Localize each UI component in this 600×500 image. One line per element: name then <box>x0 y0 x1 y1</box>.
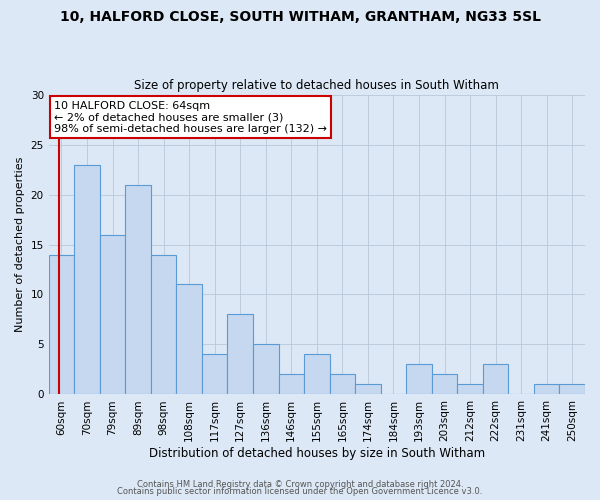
Bar <box>534 384 559 394</box>
Bar <box>202 354 227 395</box>
Title: Size of property relative to detached houses in South Witham: Size of property relative to detached ho… <box>134 79 499 92</box>
Bar <box>559 384 585 394</box>
Text: 10, HALFORD CLOSE, SOUTH WITHAM, GRANTHAM, NG33 5SL: 10, HALFORD CLOSE, SOUTH WITHAM, GRANTHA… <box>59 10 541 24</box>
Text: Contains HM Land Registry data © Crown copyright and database right 2024.: Contains HM Land Registry data © Crown c… <box>137 480 463 489</box>
Bar <box>457 384 483 394</box>
Bar <box>304 354 329 395</box>
Y-axis label: Number of detached properties: Number of detached properties <box>15 157 25 332</box>
Bar <box>406 364 432 394</box>
Bar <box>176 284 202 395</box>
Bar <box>483 364 508 394</box>
Bar <box>355 384 380 394</box>
Bar <box>227 314 253 394</box>
Text: Contains public sector information licensed under the Open Government Licence v3: Contains public sector information licen… <box>118 487 482 496</box>
Bar <box>253 344 278 395</box>
Bar <box>278 374 304 394</box>
Bar <box>432 374 457 394</box>
Bar <box>125 184 151 394</box>
Bar <box>100 234 125 394</box>
Text: 10 HALFORD CLOSE: 64sqm
← 2% of detached houses are smaller (3)
98% of semi-deta: 10 HALFORD CLOSE: 64sqm ← 2% of detached… <box>54 100 327 134</box>
Bar <box>49 254 74 394</box>
X-axis label: Distribution of detached houses by size in South Witham: Distribution of detached houses by size … <box>149 447 485 460</box>
Bar <box>74 164 100 394</box>
Bar <box>151 254 176 394</box>
Bar <box>329 374 355 394</box>
